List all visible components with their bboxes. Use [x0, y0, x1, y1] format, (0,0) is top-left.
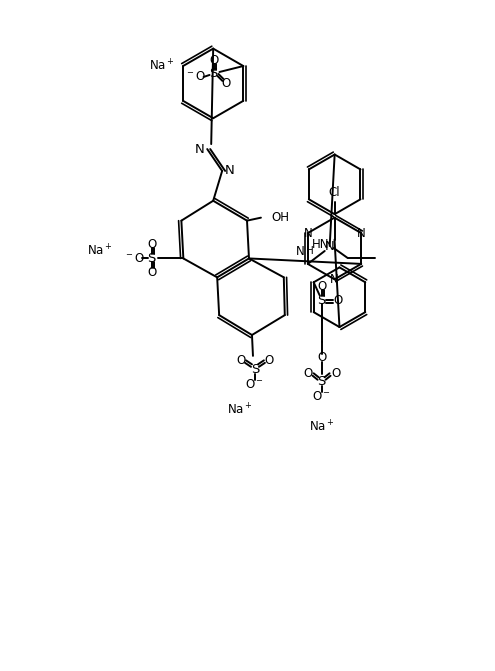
Text: $^-$O: $^-$O: [124, 252, 145, 265]
Text: Na$^+$: Na$^+$: [87, 243, 113, 258]
Text: $^-$O: $^-$O: [185, 70, 206, 83]
Text: S: S: [148, 252, 156, 265]
Text: O: O: [264, 354, 274, 367]
Text: O: O: [317, 280, 326, 293]
Text: O: O: [303, 367, 312, 380]
Text: O$^-$: O$^-$: [246, 378, 264, 391]
Text: S: S: [317, 294, 326, 307]
Text: OH: OH: [272, 211, 290, 224]
Text: HN: HN: [312, 238, 329, 251]
Text: O: O: [331, 367, 340, 380]
Text: Cl: Cl: [329, 186, 341, 199]
Text: N: N: [225, 164, 235, 177]
Text: S: S: [251, 363, 259, 376]
Text: S: S: [317, 375, 326, 389]
Text: O: O: [333, 294, 342, 307]
Text: O$^-$: O$^-$: [312, 390, 331, 403]
Text: Na$^+$: Na$^+$: [149, 58, 175, 74]
Text: O: O: [147, 238, 156, 251]
Text: Na$^+$: Na$^+$: [227, 402, 253, 417]
Text: O: O: [237, 354, 246, 367]
Text: O: O: [147, 266, 156, 279]
Text: N: N: [303, 227, 312, 240]
Text: S: S: [209, 68, 218, 81]
Text: N: N: [195, 142, 204, 156]
Text: O: O: [209, 54, 218, 66]
Text: N: N: [296, 245, 304, 258]
Text: N: N: [325, 240, 335, 252]
Text: H: H: [306, 246, 314, 256]
Text: O: O: [317, 352, 326, 364]
Text: N: N: [357, 227, 366, 240]
Text: O: O: [222, 77, 231, 91]
Text: Na$^+$: Na$^+$: [309, 419, 335, 434]
Text: N: N: [330, 273, 339, 286]
